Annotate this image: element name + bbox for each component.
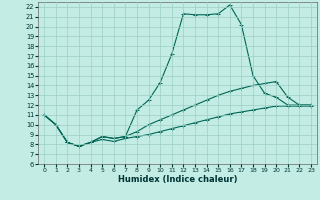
X-axis label: Humidex (Indice chaleur): Humidex (Indice chaleur): [118, 175, 237, 184]
